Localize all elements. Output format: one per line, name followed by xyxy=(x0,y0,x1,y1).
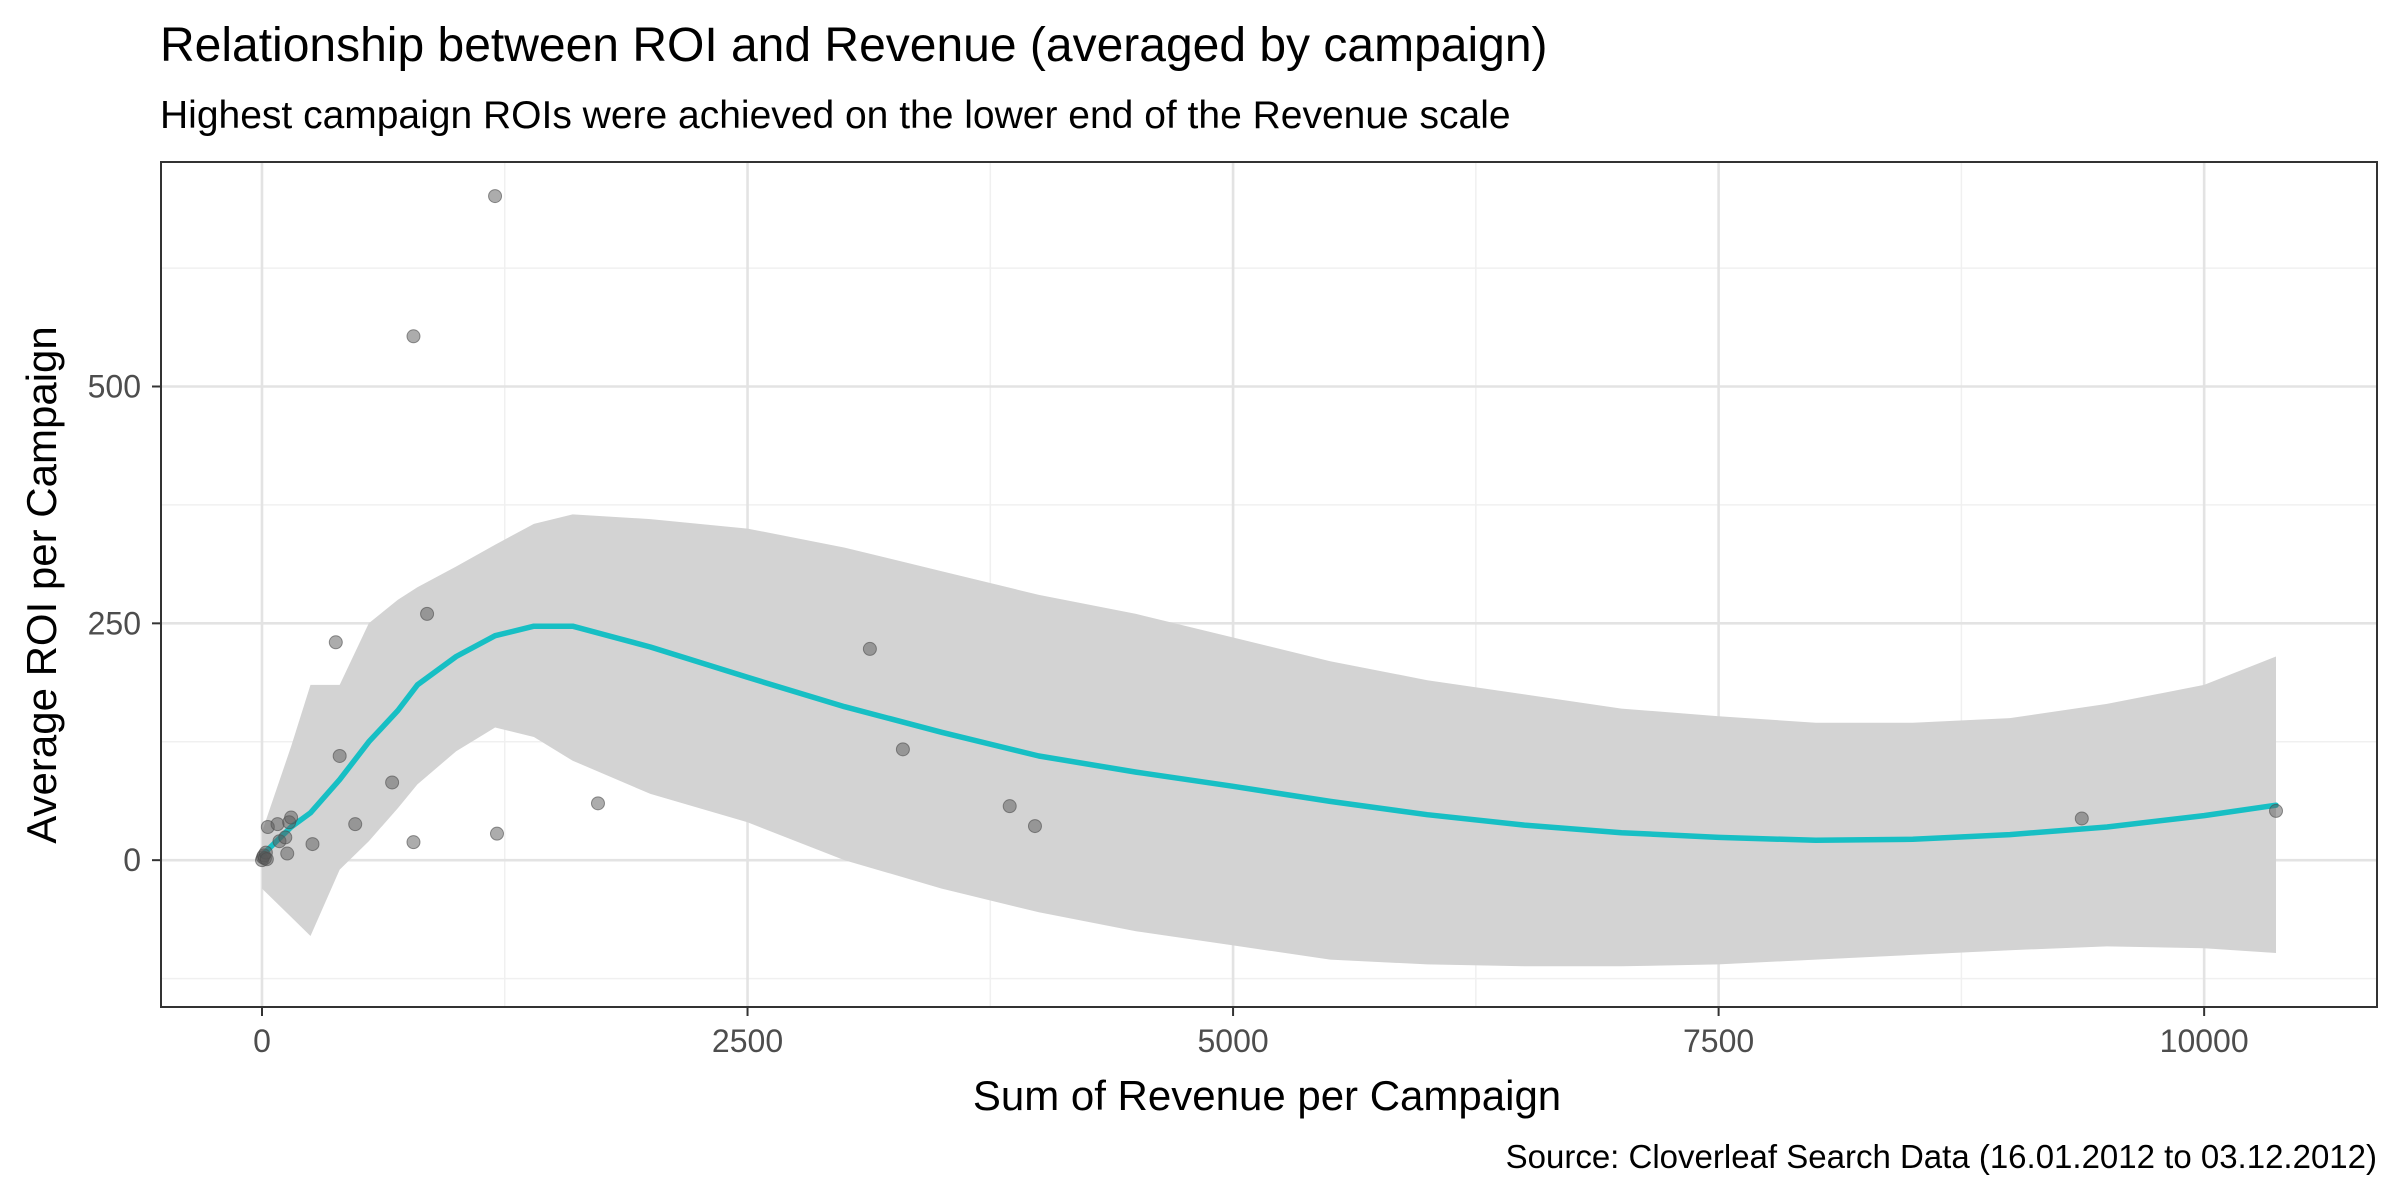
smooth-trend-line xyxy=(259,623,2279,859)
data-point xyxy=(280,846,295,861)
data-point xyxy=(284,810,299,825)
data-point xyxy=(1027,819,1042,834)
confidence-band xyxy=(262,514,2276,967)
data-point xyxy=(1002,799,1017,814)
data-point xyxy=(328,635,343,650)
data-points xyxy=(254,189,2284,868)
data-point xyxy=(590,796,605,811)
x-tick-label: 2500 xyxy=(712,1023,783,1059)
x-tick-label: 0 xyxy=(253,1023,271,1059)
data-point xyxy=(406,329,421,344)
data-point xyxy=(348,817,363,832)
data-point xyxy=(385,775,400,790)
y-tick-label: 500 xyxy=(88,369,141,405)
y-tick-label: 0 xyxy=(123,842,141,878)
chart-subtitle: Highest campaign ROIs were achieved on t… xyxy=(160,94,1511,137)
chart-title: Relationship between ROI and Revenue (av… xyxy=(160,19,1548,72)
data-point xyxy=(259,852,274,867)
data-point xyxy=(895,742,910,757)
y-axis: 0 250 500 xyxy=(88,369,161,878)
plot-panel xyxy=(160,161,2378,1008)
data-point xyxy=(270,817,285,832)
x-tick-label: 7500 xyxy=(1683,1023,1754,1059)
data-point xyxy=(862,641,877,656)
x-tick-label: 5000 xyxy=(1197,1023,1268,1059)
data-point xyxy=(489,826,504,841)
data-point xyxy=(278,830,293,845)
y-axis-label: Average ROI per Campaign xyxy=(18,326,65,844)
y-tick-label: 250 xyxy=(88,605,141,641)
data-point xyxy=(2074,811,2089,826)
chart-caption: Source: Cloverleaf Search Data (16.01.20… xyxy=(1506,1138,2377,1175)
data-point xyxy=(488,189,503,204)
x-axis: 0 2500 5000 7500 10000 xyxy=(253,1007,2249,1059)
data-point xyxy=(420,606,435,621)
data-point xyxy=(305,837,320,852)
x-tick-label: 10000 xyxy=(2160,1023,2249,1059)
data-point xyxy=(332,748,347,763)
data-point xyxy=(406,835,421,850)
x-axis-label: Sum of Revenue per Campaign xyxy=(973,1072,1561,1119)
panel-border xyxy=(160,161,2378,1008)
data-point xyxy=(2269,803,2284,818)
